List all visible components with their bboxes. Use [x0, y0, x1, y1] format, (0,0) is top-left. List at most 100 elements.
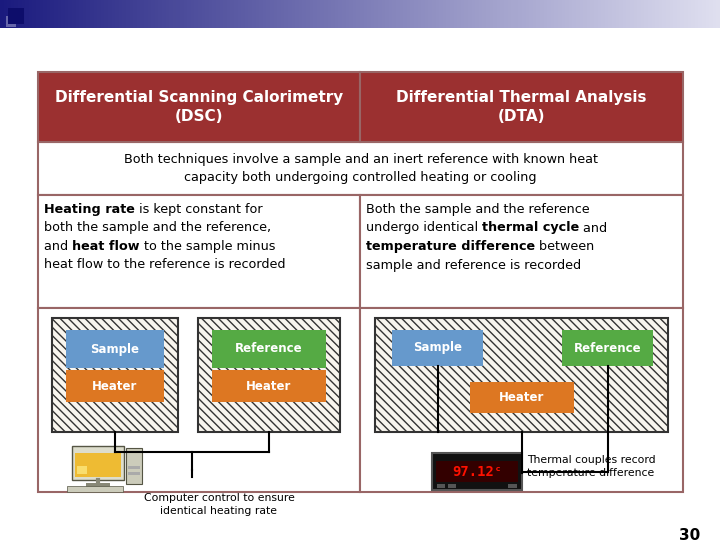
Bar — [454, 0, 458, 28]
Bar — [551, 0, 555, 28]
Text: Heater: Heater — [246, 380, 292, 393]
Bar — [331, 0, 336, 28]
Bar — [38, 308, 360, 492]
Bar — [437, 484, 445, 488]
Text: heat flow: heat flow — [72, 240, 140, 253]
Bar — [529, 0, 534, 28]
Bar — [684, 0, 688, 28]
Bar — [536, 0, 541, 28]
Bar — [75, 453, 121, 477]
Text: temperature difference: temperature difference — [366, 240, 535, 253]
Text: Sample: Sample — [413, 341, 462, 354]
Bar — [644, 0, 649, 28]
Bar — [436, 0, 440, 28]
Bar — [274, 0, 278, 28]
Bar — [126, 0, 130, 28]
Bar — [702, 0, 706, 28]
Bar — [79, 0, 84, 28]
Bar — [371, 0, 375, 28]
Bar — [666, 0, 670, 28]
Bar — [518, 0, 523, 28]
Bar — [554, 0, 559, 28]
Bar — [558, 0, 562, 28]
Text: Heater: Heater — [499, 391, 545, 404]
Bar — [191, 0, 195, 28]
Bar — [576, 0, 580, 28]
Bar — [128, 472, 140, 475]
Bar — [72, 446, 124, 480]
Bar — [241, 0, 246, 28]
Bar — [500, 0, 505, 28]
Bar — [346, 0, 350, 28]
Bar — [490, 0, 494, 28]
Bar — [526, 0, 530, 28]
Bar — [202, 0, 206, 28]
Text: Computer control to ensure
identical heating rate: Computer control to ensure identical hea… — [143, 493, 294, 516]
Bar — [194, 0, 199, 28]
Bar — [648, 0, 652, 28]
Bar — [461, 0, 465, 28]
Bar — [360, 195, 683, 308]
Bar — [367, 0, 372, 28]
Text: 30: 30 — [679, 528, 700, 540]
Bar — [616, 0, 620, 28]
Bar — [662, 0, 667, 28]
Bar — [590, 0, 595, 28]
Bar — [392, 330, 483, 366]
Bar — [38, 142, 683, 195]
Bar — [299, 0, 303, 28]
Bar — [130, 0, 134, 28]
Bar — [716, 0, 720, 28]
Bar — [475, 0, 480, 28]
Bar — [598, 0, 602, 28]
Text: 97.12ᶜ: 97.12ᶜ — [452, 464, 502, 478]
Bar — [148, 0, 152, 28]
Bar — [256, 0, 260, 28]
Bar — [8, 8, 24, 24]
Bar — [119, 0, 123, 28]
Bar — [6, 16, 16, 27]
Bar — [457, 0, 462, 28]
Bar — [360, 0, 364, 28]
Bar — [176, 0, 181, 28]
Bar — [364, 0, 368, 28]
Bar — [436, 461, 518, 482]
Bar — [212, 370, 326, 402]
Bar — [238, 0, 242, 28]
Bar — [670, 0, 674, 28]
Bar — [673, 0, 678, 28]
Bar — [320, 0, 325, 28]
Bar — [173, 0, 177, 28]
Bar — [472, 0, 476, 28]
Bar — [187, 0, 192, 28]
Bar — [612, 0, 616, 28]
Bar — [504, 0, 508, 28]
Bar — [360, 308, 683, 492]
Bar — [137, 0, 141, 28]
Bar — [698, 0, 703, 28]
Bar — [184, 0, 188, 28]
Bar — [410, 0, 415, 28]
Bar — [562, 330, 653, 366]
Bar — [360, 72, 683, 142]
Text: Reference: Reference — [235, 342, 303, 355]
Bar — [198, 318, 340, 432]
Bar — [540, 0, 544, 28]
Bar — [522, 0, 526, 28]
Bar — [400, 0, 404, 28]
Bar — [605, 0, 609, 28]
Bar — [284, 0, 289, 28]
Bar — [47, 0, 51, 28]
Text: Differential Thermal Analysis
(DTA): Differential Thermal Analysis (DTA) — [396, 90, 647, 124]
Bar — [212, 0, 217, 28]
Bar — [342, 0, 346, 28]
Bar — [38, 72, 360, 142]
Bar — [227, 0, 231, 28]
Bar — [54, 0, 58, 28]
Text: is kept constant for: is kept constant for — [135, 203, 263, 216]
Bar — [547, 0, 552, 28]
Bar — [482, 0, 487, 28]
Bar — [11, 0, 15, 28]
Text: heat flow to the reference is recorded: heat flow to the reference is recorded — [44, 259, 286, 272]
Text: Sample: Sample — [91, 342, 140, 355]
